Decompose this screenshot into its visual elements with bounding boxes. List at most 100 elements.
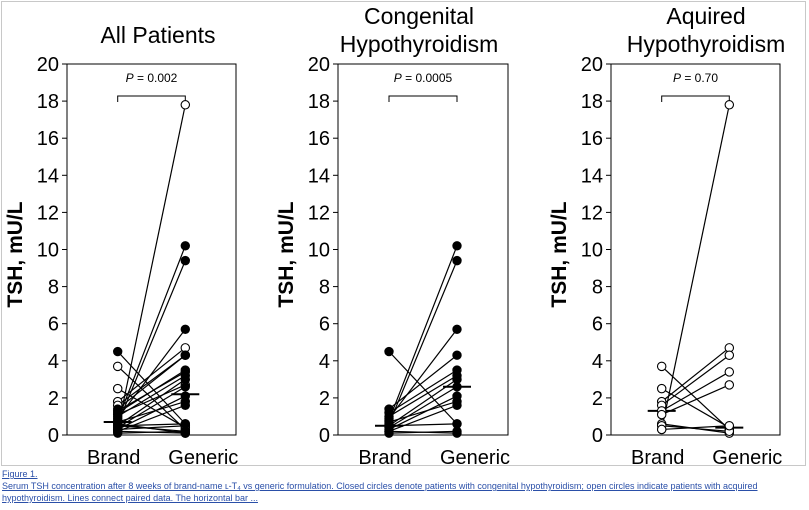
- panel-2-y-tick-label: 10: [308, 240, 330, 262]
- panel-1-pair-line: [117, 423, 186, 427]
- panel-3-y-tick-label: 20: [581, 54, 603, 76]
- figure-caption: Figure 1. Serum TSH concentration after …: [2, 468, 806, 504]
- panel-2-pair-line: [388, 404, 458, 432]
- panel-2-pair-line: [388, 351, 458, 425]
- panel-3-p-value-label: P = 0.70: [673, 71, 718, 85]
- panel-1-category-label-brand: Brand: [87, 447, 140, 468]
- panel-2-pair-line: [388, 430, 458, 434]
- panel-2-y-tick-label: 0: [319, 425, 330, 447]
- panel-1-y-tick-label: 16: [37, 128, 59, 150]
- panel-2-point-generic-closed: [452, 382, 462, 392]
- panel-2-y-tick-label: 6: [319, 314, 330, 336]
- panel-2-y-tick-label: 20: [308, 54, 330, 76]
- panel-1-pair-line: [117, 354, 186, 410]
- panel-1-point-brand-closed: [113, 426, 123, 436]
- panel-3-point-generic-open: [724, 350, 735, 360]
- panel-3-point-brand-open: [656, 383, 667, 394]
- panel-3-point-generic-open: [724, 420, 735, 431]
- panel-1-point-generic-closed: [180, 241, 191, 251]
- panel-1-y-tick-label: 2: [48, 388, 59, 410]
- panel-2-point-generic-closed: [452, 241, 462, 251]
- panel-1-point-generic-closed: [180, 400, 191, 411]
- panel-2-point-generic-closed: [452, 428, 462, 438]
- panel-1-pair-line: [117, 104, 186, 430]
- panel-1-pair-line: [117, 260, 186, 425]
- panel-3-y-tick-label: 2: [592, 388, 603, 410]
- panel-3-point-generic-open: [724, 380, 735, 390]
- panel-2-y-tick-label: 16: [308, 128, 330, 150]
- panel-1-pair-line: [117, 328, 186, 419]
- panel-2-pair-line: [388, 401, 458, 423]
- panel-2-plot-frame: [337, 63, 509, 436]
- panel-3-y-tick-label: 4: [592, 351, 603, 373]
- panel-3-pair-line: [661, 104, 730, 430]
- panel-3-pair-line: [661, 384, 730, 416]
- panel-3-plot-frame: [610, 63, 781, 436]
- panel-3-pair-line: [661, 425, 730, 431]
- caption-label-link[interactable]: Figure 1.: [2, 469, 38, 479]
- panel-3-y-tick-label: 12: [581, 202, 603, 224]
- panel-1-y-tick-label: 12: [37, 202, 59, 224]
- panel-3-y-axis-label: TSH, mU/L: [548, 201, 571, 307]
- panel-3-y-tick-label: 6: [592, 314, 603, 336]
- panel-1-point-brand-closed: [113, 346, 123, 357]
- panel-2-y-tick-label: 2: [319, 388, 330, 410]
- panel-2-y-axis-label: TSH, mU/L: [275, 201, 298, 307]
- panel-1-pair-line: [117, 425, 186, 431]
- panel-2-pair-line: [388, 395, 458, 430]
- panel-2-point-generic-closed: [452, 255, 462, 266]
- panel-2-p-value-label: P = 0.0005: [394, 71, 453, 85]
- panel-1-pair-line: [117, 365, 186, 430]
- panel-1-point-generic-closed: [180, 382, 191, 392]
- panel-3-pair-line: [661, 388, 730, 429]
- panel-2-pair-line: [388, 354, 458, 410]
- panel-1-y-axis-label: TSH, mU/L: [4, 201, 27, 307]
- panel-1-category-label-generic: Generic: [168, 447, 238, 468]
- panel-3-pair-line: [661, 365, 730, 430]
- panel-2-pair-line: [388, 245, 458, 421]
- panel-2-point-generic-closed: [452, 324, 462, 334]
- panel-1-y-tick-label: 20: [37, 54, 59, 76]
- panel-2-point-brand-closed: [384, 346, 394, 357]
- panel-3-y-tick-label: 14: [581, 165, 603, 187]
- panel-1-pair-line: [117, 404, 186, 432]
- panel-3-y-tick-label: 8: [592, 277, 603, 299]
- panel-2-pair-line: [388, 328, 458, 419]
- panel-2-point-brand-closed: [384, 426, 394, 436]
- panel-2-title-line-1: Congenital: [364, 3, 474, 29]
- panel-2-y-tick-label: 18: [308, 91, 330, 113]
- panel-3-y-tick-label: 18: [581, 91, 603, 113]
- panel-1-pair-line: [117, 245, 186, 421]
- panel-1-title-line-1: All Patients: [100, 22, 215, 48]
- panel-2-pair-line: [388, 369, 458, 414]
- panel-3-point-brand-open: [656, 409, 667, 420]
- panel-1-y-tick-label: 6: [48, 314, 59, 336]
- panel-1-pair-line: [117, 395, 186, 430]
- panel-1-point-generic-closed: [180, 255, 191, 266]
- caption-text-link[interactable]: Serum TSH concentration after 8 weeks of…: [2, 481, 758, 503]
- panel-1-y-tick-label: 18: [37, 91, 59, 113]
- panel-1-y-tick-label: 4: [48, 351, 59, 373]
- panel-1-point-generic-closed: [180, 350, 191, 360]
- panel-2-category-label-generic: Generic: [440, 447, 510, 468]
- panel-1-pair-line: [117, 369, 186, 414]
- panel-1-point-generic-closed: [180, 324, 191, 334]
- panel-2-y-tick-label: 4: [319, 351, 330, 373]
- panel-3-pair-line: [661, 354, 730, 406]
- panel-1-pair-line: [117, 375, 186, 417]
- panel-3-point-brand-open: [656, 424, 667, 435]
- panel-1-y-tick-label: 8: [48, 277, 59, 299]
- panel-3-point-generic-open: [724, 100, 735, 110]
- panel-2-significance-bracket: [388, 95, 458, 102]
- panel-2-y-tick-label: 14: [308, 165, 330, 187]
- panel-1-point-brand-open: [112, 361, 123, 372]
- panel-1-plot-frame: [66, 63, 237, 436]
- panel-2-pair-line: [388, 260, 458, 425]
- panel-3-category-label-generic: Generic: [712, 447, 782, 468]
- panel-1-y-tick-label: 0: [48, 425, 59, 447]
- panel-1-point-generic-open: [180, 100, 191, 110]
- panel-1-y-tick-label: 10: [37, 240, 59, 262]
- panel-2-y-tick-label: 8: [319, 277, 330, 299]
- panel-1-pair-line: [117, 401, 186, 423]
